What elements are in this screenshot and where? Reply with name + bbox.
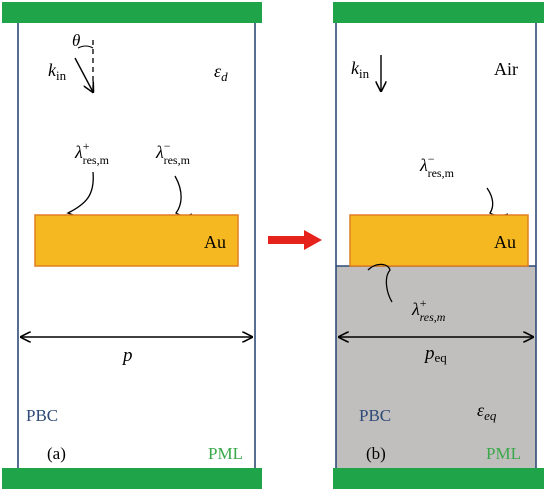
- air-label: Air: [494, 59, 518, 79]
- incident-arrow-a: [74, 57, 93, 92]
- au-label-a: Au: [204, 232, 226, 252]
- gold-block-b: [349, 214, 529, 267]
- lambda-minus-label-b: λ− res,m: [419, 152, 455, 180]
- k-in-label-a: kin: [48, 60, 67, 83]
- lambda-plus-label-a: λ+ res,m: [74, 139, 110, 167]
- panel-a: θ kin εd λ+ res,m λ− res,m Au p PBC (a) PM…: [2, 2, 262, 489]
- lambda-minus-label-a: λ− res,m: [155, 139, 191, 167]
- caption-b: (b): [366, 444, 386, 463]
- pml-bar-bottom-a: [2, 468, 262, 489]
- pbc-label-a: PBC: [26, 406, 58, 425]
- theta-label: θ: [72, 31, 80, 50]
- pointer-curve-plus-b: [367, 263, 393, 303]
- pml-label-b: PML: [486, 444, 521, 463]
- period-label-a: p: [121, 345, 133, 366]
- pml-label-a: PML: [208, 444, 243, 463]
- transition-arrow: [268, 230, 322, 250]
- substrate-b: [336, 266, 536, 468]
- pml-bar-top-b: [333, 2, 544, 23]
- lambda-plus-label-b: λ+ res,m: [411, 296, 446, 324]
- gold-block-a: [34, 214, 239, 267]
- pml-bar-top-a: [2, 2, 262, 23]
- theta-arc: [77, 45, 94, 49]
- pointer-curve-right-a: [174, 175, 193, 217]
- period-eq-label: peq: [423, 343, 447, 365]
- pbc-label-b: PBC: [359, 406, 391, 425]
- epsilon-eq-label: εeq: [477, 400, 497, 423]
- pointer-curve-minus-b: [486, 187, 509, 217]
- caption-a: (a): [47, 444, 66, 463]
- panel-b: kin Air λ− res,m Au λ+ res,m peq PBC εeq (…: [333, 2, 544, 489]
- au-label-b: Au: [494, 232, 516, 252]
- epsilon-d-label: εd: [214, 61, 228, 84]
- pml-bar-bottom-b: [333, 468, 544, 489]
- k-in-label-b: kin: [351, 58, 370, 81]
